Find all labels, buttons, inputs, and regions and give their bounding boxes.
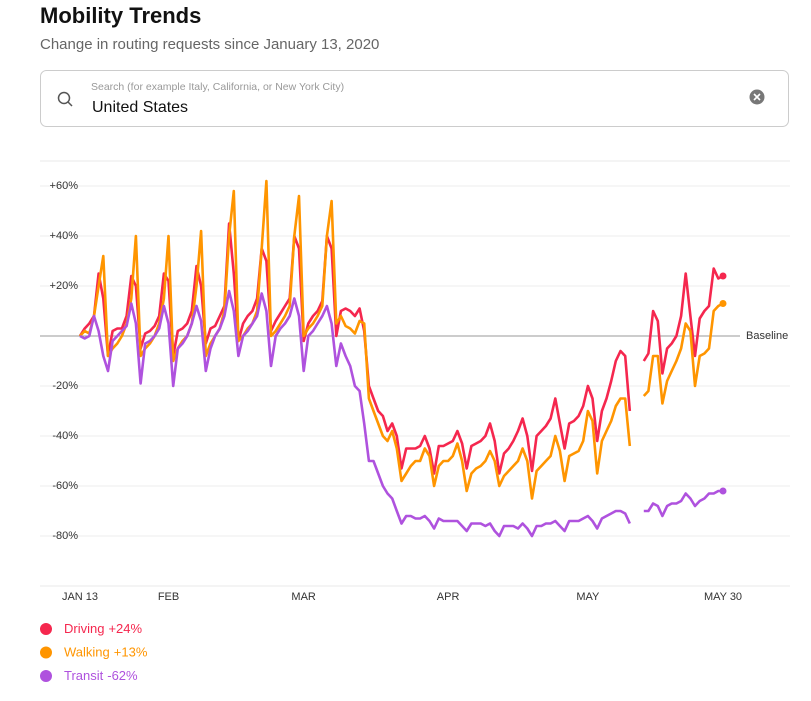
end-dot bbox=[719, 272, 727, 280]
y-tick-label: +40% bbox=[50, 230, 79, 242]
x-tick-label: FEB bbox=[158, 591, 179, 603]
y-tick-label: +20% bbox=[50, 280, 79, 292]
y-tick-label: -40% bbox=[52, 430, 78, 442]
series-line bbox=[79, 289, 723, 538]
x-tick-label: JAN 13 bbox=[62, 591, 98, 603]
clear-icon-x bbox=[753, 93, 761, 101]
baseline-label: Baseline bbox=[746, 330, 788, 342]
legend-name: Walking bbox=[64, 645, 110, 660]
chart: +60% +40% +20% -20% -40% -60% -80% Baseline JAN … bbox=[40, 160, 790, 683]
x-tick-label: MAY 30 bbox=[704, 591, 742, 603]
search-placeholder: Search (for example Italy, California, o… bbox=[91, 81, 344, 93]
x-tick-label: MAR bbox=[291, 591, 316, 603]
legend-swatch bbox=[40, 623, 52, 635]
series-line bbox=[79, 179, 724, 500]
legend-label: Walking +13% bbox=[64, 645, 148, 660]
search-field[interactable] bbox=[40, 70, 789, 127]
y-tick-label: -80% bbox=[52, 530, 78, 542]
legend-swatch bbox=[40, 670, 52, 682]
search-icon bbox=[57, 91, 71, 105]
search-value: United States bbox=[92, 99, 188, 116]
search-icon-handle bbox=[67, 101, 73, 107]
y-tick-label: +60% bbox=[50, 180, 79, 192]
clear-button[interactable] bbox=[749, 89, 765, 105]
search-box[interactable]: Search (for example Italy, California, o… bbox=[40, 70, 789, 127]
page-title: Mobility Trends bbox=[40, 3, 201, 28]
legend-change: -62% bbox=[107, 668, 138, 683]
x-tick-label: APR bbox=[437, 591, 460, 603]
page-subtitle: Change in routing requests since January… bbox=[40, 36, 379, 53]
legend-name: Driving bbox=[64, 621, 104, 636]
y-tick-label: -60% bbox=[52, 480, 78, 492]
y-tick-label: -20% bbox=[52, 380, 78, 392]
legend-label: Transit -62% bbox=[64, 668, 138, 683]
end-dot bbox=[719, 300, 727, 307]
end-dot bbox=[719, 487, 727, 495]
legend-label: Driving +24% bbox=[64, 621, 143, 636]
legend-change: +13% bbox=[114, 645, 148, 660]
legend-name: Transit bbox=[64, 668, 104, 683]
legend-change: +24% bbox=[108, 621, 142, 636]
legend-swatch bbox=[40, 646, 52, 659]
x-tick-label: MAY bbox=[576, 591, 600, 603]
